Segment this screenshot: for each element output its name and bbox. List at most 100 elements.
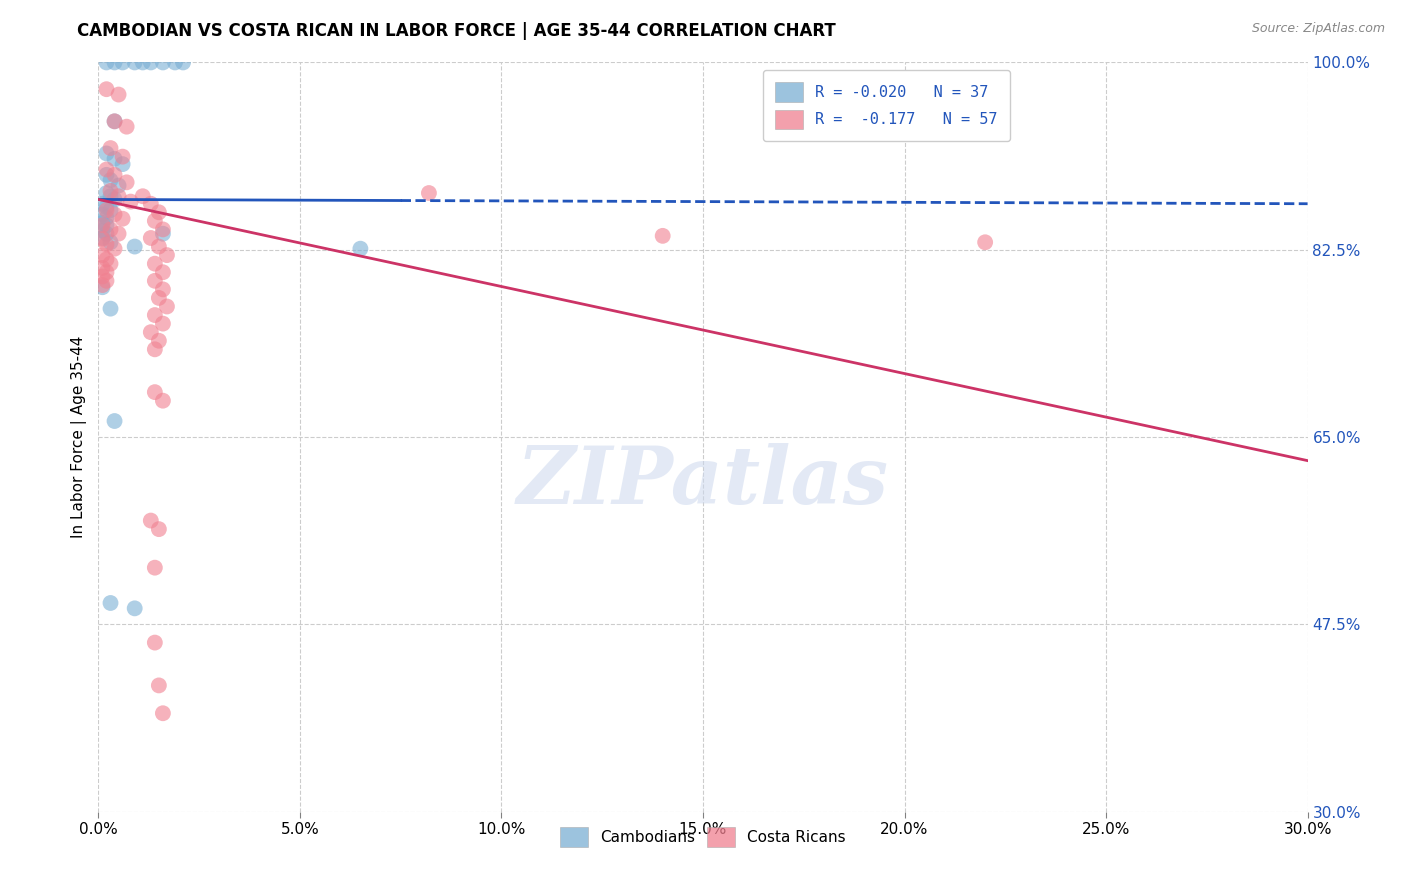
Point — [148, 291, 170, 305]
Point — [91, 278, 114, 293]
Point — [143, 385, 166, 400]
Point — [152, 393, 174, 408]
Point — [96, 211, 118, 225]
Point — [100, 173, 122, 187]
Y-axis label: In Labor Force | Age 35-44: In Labor Force | Age 35-44 — [72, 336, 87, 538]
Point — [107, 189, 129, 203]
Point — [91, 269, 114, 284]
Point — [148, 205, 170, 219]
Point — [100, 141, 122, 155]
Point — [103, 193, 125, 207]
Point — [143, 635, 166, 649]
Point — [91, 280, 114, 294]
Point — [103, 55, 125, 70]
Legend: Cambodians, Costa Ricans: Cambodians, Costa Ricans — [554, 821, 852, 853]
Point — [115, 175, 138, 189]
Point — [96, 252, 118, 267]
Point — [418, 186, 440, 200]
Point — [91, 218, 114, 232]
Point — [107, 227, 129, 241]
Point — [139, 514, 162, 528]
Point — [96, 227, 118, 241]
Point — [100, 596, 122, 610]
Point — [96, 203, 118, 218]
Point — [96, 200, 118, 214]
Point — [91, 216, 114, 230]
Point — [91, 196, 114, 211]
Text: Source: ZipAtlas.com: Source: ZipAtlas.com — [1251, 22, 1385, 36]
Point — [103, 207, 125, 221]
Point — [143, 274, 166, 288]
Point — [103, 168, 125, 182]
Text: CAMBODIAN VS COSTA RICAN IN LABOR FORCE | AGE 35-44 CORRELATION CHART: CAMBODIAN VS COSTA RICAN IN LABOR FORCE … — [77, 22, 837, 40]
Point — [111, 157, 134, 171]
Point — [156, 300, 179, 314]
Point — [120, 194, 142, 209]
Point — [103, 242, 125, 256]
Point — [148, 678, 170, 692]
Point — [143, 308, 166, 322]
Point — [100, 257, 122, 271]
Point — [152, 282, 174, 296]
Point — [143, 257, 166, 271]
Point — [96, 82, 118, 96]
Point — [111, 211, 134, 226]
Point — [100, 189, 122, 203]
Point — [349, 242, 371, 256]
Point — [96, 186, 118, 200]
Point — [139, 325, 162, 339]
Point — [96, 265, 118, 279]
Point — [172, 55, 194, 70]
Point — [139, 196, 162, 211]
Point — [651, 228, 673, 243]
Point — [152, 222, 174, 236]
Point — [96, 218, 118, 232]
Point — [152, 227, 174, 241]
Point — [96, 162, 118, 177]
Point — [91, 207, 114, 221]
Point — [103, 152, 125, 166]
Point — [139, 231, 162, 245]
Point — [103, 114, 125, 128]
Point — [96, 55, 118, 70]
Point — [143, 214, 166, 228]
Point — [107, 87, 129, 102]
Point — [100, 203, 122, 218]
Point — [107, 178, 129, 193]
Point — [148, 334, 170, 348]
Point — [103, 414, 125, 428]
Point — [156, 248, 179, 262]
Point — [143, 343, 166, 357]
Point — [148, 522, 170, 536]
Point — [111, 150, 134, 164]
Point — [100, 235, 122, 250]
Point — [96, 146, 118, 161]
Point — [91, 223, 114, 237]
Point — [152, 317, 174, 331]
Point — [124, 601, 146, 615]
Point — [974, 235, 997, 250]
Point — [96, 274, 118, 288]
Point — [152, 265, 174, 279]
Point — [91, 231, 114, 245]
Point — [124, 239, 146, 253]
Point — [143, 560, 166, 574]
Point — [148, 239, 170, 253]
Point — [152, 706, 174, 721]
Point — [100, 301, 122, 316]
Point — [103, 114, 125, 128]
Point — [100, 222, 122, 236]
Text: ZIPatlas: ZIPatlas — [517, 443, 889, 521]
Point — [91, 232, 114, 246]
Point — [96, 168, 118, 182]
Point — [96, 237, 118, 252]
Point — [91, 248, 114, 262]
Point — [91, 260, 114, 275]
Point — [132, 55, 155, 70]
Point — [115, 120, 138, 134]
Point — [100, 184, 122, 198]
Point — [111, 55, 134, 70]
Point — [163, 55, 186, 70]
Point — [124, 55, 146, 70]
Point — [139, 55, 162, 70]
